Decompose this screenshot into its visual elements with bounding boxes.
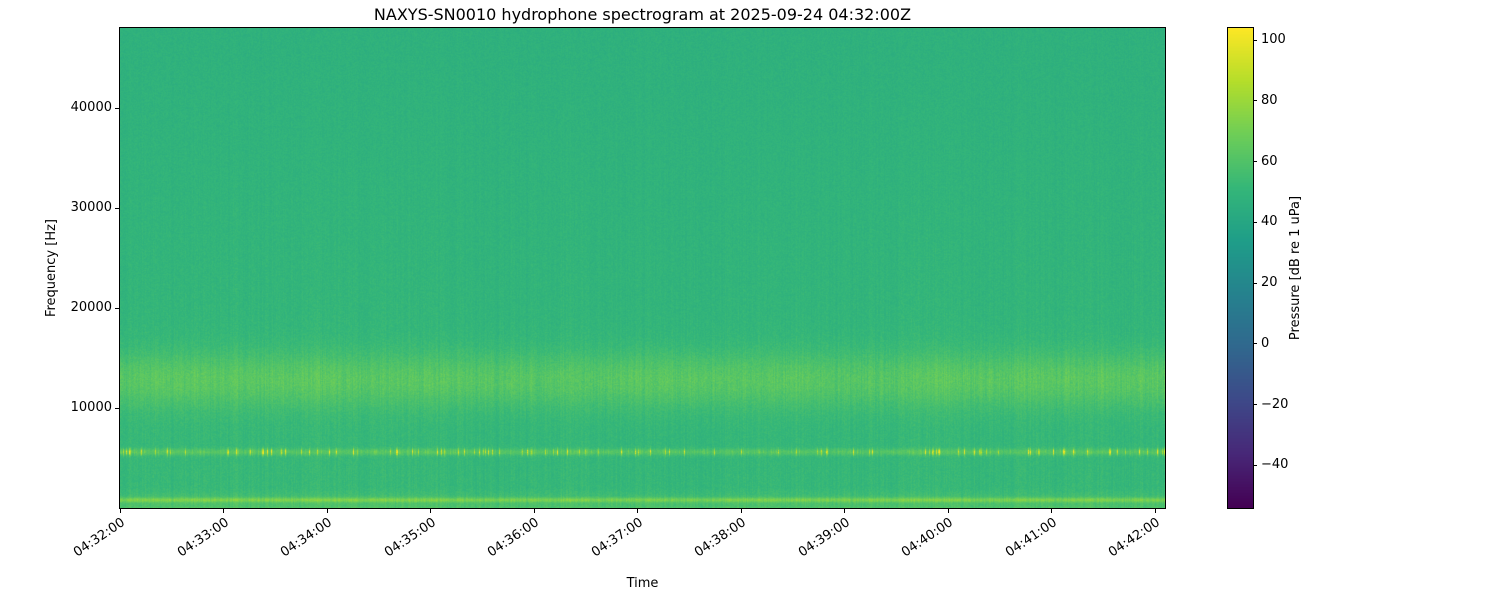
x-tick-mark <box>740 509 742 513</box>
colorbar-canvas <box>1228 28 1253 508</box>
y-tick-label: 10000 <box>70 400 112 415</box>
plot-title: NAXYS-SN0010 hydrophone spectrogram at 2… <box>373 5 912 24</box>
x-tick-mark <box>223 509 224 513</box>
colorbar <box>1227 27 1254 509</box>
colorbar-tick-label: −20 <box>1261 396 1289 412</box>
y-tick-mark <box>115 407 119 409</box>
x-tick-mark <box>637 509 638 513</box>
y-tick-mark <box>115 107 119 109</box>
y-tick-mark <box>115 207 119 209</box>
colorbar-tick-mark <box>1253 282 1257 284</box>
y-tick-label: 30000 <box>70 200 112 215</box>
y-axis-label: Frequency [Hz] <box>44 218 59 318</box>
colorbar-tick-mark <box>1253 404 1257 406</box>
plot-frame <box>119 27 1166 509</box>
colorbar-tick-mark <box>1253 39 1257 41</box>
y-tick-label: 40000 <box>70 100 112 115</box>
x-tick-label: 04:32:00 <box>71 515 128 561</box>
x-tick-mark <box>844 509 845 513</box>
colorbar-tick-label: 40 <box>1261 214 1278 230</box>
x-tick-mark <box>1154 509 1156 513</box>
colorbar-tick-label: 0 <box>1261 335 1270 351</box>
colorbar-tick-label: −40 <box>1261 457 1289 473</box>
y-tick-mark <box>115 307 119 309</box>
colorbar-tick-mark <box>1253 221 1257 223</box>
x-tick-mark <box>430 509 431 513</box>
colorbar-tick-label: 100 <box>1261 32 1286 48</box>
colorbar-tick-label: 80 <box>1261 92 1278 108</box>
x-tick-mark <box>1051 509 1052 513</box>
colorbar-tick-label: 20 <box>1261 275 1278 291</box>
colorbar-tick-mark <box>1253 100 1257 102</box>
colorbar-tick-label: 60 <box>1261 153 1278 169</box>
colorbar-label: Pressure [dB re 1 uPa] <box>1288 195 1303 341</box>
spectrogram-canvas <box>120 28 1165 508</box>
colorbar-tick-mark <box>1253 343 1257 345</box>
colorbar-tick-mark <box>1253 464 1257 466</box>
colorbar-tick-mark <box>1253 161 1257 163</box>
x-tick-mark <box>326 509 328 513</box>
x-tick-mark <box>533 509 535 513</box>
x-axis-label: Time <box>626 576 659 591</box>
y-tick-label: 20000 <box>70 300 112 315</box>
x-tick-mark <box>119 509 121 513</box>
x-tick-mark <box>947 509 949 513</box>
